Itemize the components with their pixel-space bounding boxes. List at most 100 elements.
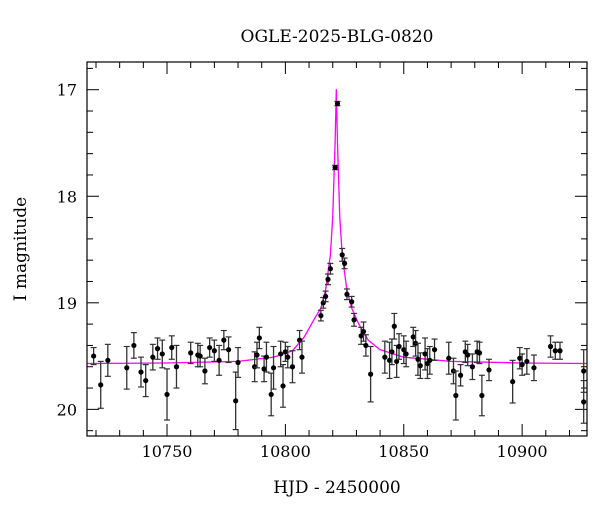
point-marker [143,377,149,384]
chart-title: OGLE-2025-BLG-0820 [241,27,434,47]
point-marker [394,358,400,365]
point-marker [235,359,241,366]
point-marker [289,364,296,370]
plot-frame [86,61,588,437]
point-marker [510,379,516,385]
data-point [452,370,459,421]
point-marker [403,351,409,357]
point-marker [233,398,239,404]
data-point [211,339,218,363]
data-point [284,345,291,369]
point-marker [552,348,558,354]
point-marker [138,369,144,375]
data-point [396,333,403,360]
point-marker [531,365,537,371]
point-marker [202,368,208,374]
data-point [256,326,263,350]
data-point [225,336,232,364]
data-point [90,346,97,366]
data-point [485,358,492,382]
data-point [130,332,137,359]
point-marker [581,399,587,405]
data-point [206,337,213,358]
data-point [580,349,587,393]
point-marker [268,391,274,398]
point-marker [169,344,175,351]
data-point [519,353,526,376]
x-tick-label: 10750 [142,442,193,461]
point-marker [386,357,393,363]
point-marker [401,347,407,353]
data-point [149,343,156,371]
data-point [341,257,348,270]
point-marker [479,392,485,399]
point-marker [417,363,423,369]
point-marker [323,293,329,300]
point-marker [280,383,286,389]
point-marker [278,351,284,357]
data-point [339,247,346,262]
data-point [403,340,410,368]
point-marker [476,350,483,356]
data-point [159,339,166,369]
data-point [351,312,358,327]
data-point [343,288,350,301]
data-point [235,346,242,378]
point-marker [150,354,156,360]
point-marker [154,346,161,352]
point-marker [256,335,262,341]
point-marker [159,351,165,357]
data-point [547,335,554,358]
point-marker [382,354,388,360]
point-marker [547,343,554,350]
point-marker [105,357,111,363]
data-point [426,345,433,375]
data-point [317,309,324,322]
point-marker [446,355,452,361]
point-marker [216,357,222,363]
data-point [142,364,149,398]
y-tick-label: 19 [57,294,77,313]
data-point [216,344,223,376]
data-point [164,368,171,421]
point-marker [207,344,213,351]
data-point [277,340,284,368]
data-point [334,100,341,107]
point-marker [270,365,277,371]
point-marker [334,100,341,107]
data-point [431,338,438,361]
data-point [270,345,277,390]
point-marker [351,317,357,323]
data-point [362,334,369,357]
point-marker [188,350,194,356]
point-marker [225,347,232,353]
point-marker [221,337,227,343]
point-marker [344,291,350,297]
data-point [478,374,485,417]
point-marker [327,266,333,272]
y-tick-label: 18 [57,187,77,206]
point-marker [360,328,367,335]
data-point [360,321,367,342]
data-point [263,341,270,373]
point-marker [422,351,428,357]
data-point [296,329,303,351]
data-point [381,340,388,374]
data-point [348,295,355,308]
point-marker [396,343,402,350]
point-marker [415,356,421,362]
data-point [168,335,175,360]
data-point [469,353,476,381]
data-point [280,364,287,408]
x-tick-label: 10900 [497,442,548,461]
point-marker [131,342,137,349]
point-marker [91,353,97,359]
point-marker [98,382,104,388]
data-point [197,344,204,368]
point-marker [469,364,476,370]
point-marker [349,299,355,305]
point-marker [389,349,395,355]
data-point [137,356,144,388]
data-point [457,364,464,387]
y-axis-label: I magnitude [11,197,31,301]
